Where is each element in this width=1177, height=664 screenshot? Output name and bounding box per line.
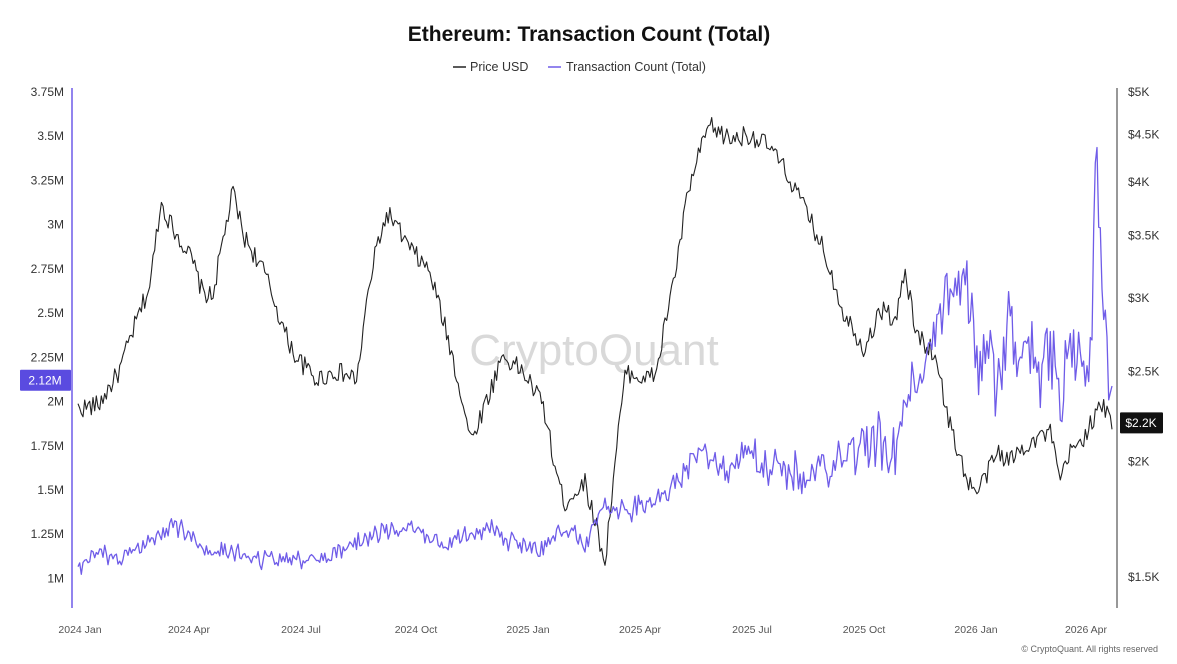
x-tick-label: 2025 Oct: [843, 624, 886, 636]
left-tick-label: 3M: [47, 218, 64, 232]
chart-title: Ethereum: Transaction Count (Total): [408, 23, 770, 46]
legend: Price USD Transaction Count (Total): [453, 60, 706, 74]
left-tick-label: 2M: [47, 395, 64, 409]
x-tick-label: 2024 Jul: [281, 624, 321, 636]
left-tick-label: 3.25M: [31, 173, 64, 187]
right-tick-label: $2.5K: [1128, 364, 1159, 378]
x-tick-label: 2024 Apr: [168, 624, 211, 636]
left-tick-label: 2.5M: [37, 306, 64, 320]
right-tick-label: $3K: [1128, 291, 1149, 305]
right-tick-label: $2K: [1128, 454, 1149, 468]
copyright: © CryptoQuant. All rights reserved: [1021, 644, 1158, 654]
x-tick-label: 2024 Oct: [395, 624, 438, 636]
right-tick-label: $4.5K: [1128, 127, 1159, 141]
left-tick-label: 1.75M: [31, 439, 64, 453]
left-axis-ticks: 1M 1.25M 1.5M 1.75M 2M 2.25M 2.5M 2.75M 3M 3.25M 3…: [31, 85, 64, 585]
right-tick-label: $5K: [1128, 85, 1149, 99]
x-axis-ticks: 2024 Jan 2024 Apr 2024 Jul 2024 Oct 2025 Jan…: [58, 624, 1107, 636]
x-tick-label: 2025 Apr: [619, 624, 662, 636]
current-price-badge-bg: [1120, 412, 1163, 434]
x-tick-label: 2025 Jan: [506, 624, 549, 636]
x-tick-label: 2024 Jan: [58, 624, 101, 636]
x-tick-label: 2026 Apr: [1065, 624, 1108, 636]
current-price-badge: $2.2K: [1120, 412, 1163, 434]
left-tick-label: 3.75M: [31, 85, 64, 99]
current-txcount-badge-bg: [20, 369, 71, 391]
series-line-transaction-count: [77, 146, 1113, 575]
left-tick-label: 1M: [47, 571, 64, 585]
watermark: CryptoQuant: [469, 326, 718, 375]
legend-label-transaction-count: Transaction Count (Total): [566, 60, 706, 74]
current-txcount-badge: 2.12M: [20, 369, 71, 391]
right-axis-ticks: $1.5K $2K $2.5K $3K $3.5K $4K $4.5K $5K: [1128, 85, 1159, 584]
series-layer: [77, 117, 1113, 575]
left-tick-label: 3.5M: [37, 129, 64, 143]
right-tick-label: $4K: [1128, 175, 1149, 189]
left-tick-label: 2.75M: [31, 262, 64, 276]
x-tick-label: 2026 Jan: [954, 624, 997, 636]
right-tick-label: $1.5K: [1128, 570, 1159, 584]
legend-item-transaction-count[interactable]: Transaction Count (Total): [548, 60, 706, 74]
legend-item-price[interactable]: Price USD: [453, 60, 528, 74]
current-txcount-label: 2.12M: [28, 374, 61, 388]
right-tick-label: $3.5K: [1128, 229, 1159, 243]
left-tick-label: 2.25M: [31, 350, 64, 364]
left-tick-label: 1.5M: [37, 483, 64, 497]
x-tick-label: 2025 Jul: [732, 624, 772, 636]
current-price-label: $2.2K: [1125, 416, 1156, 430]
series-line-price: [77, 117, 1113, 566]
legend-label-price: Price USD: [470, 60, 528, 74]
left-tick-label: 1.25M: [31, 527, 64, 541]
